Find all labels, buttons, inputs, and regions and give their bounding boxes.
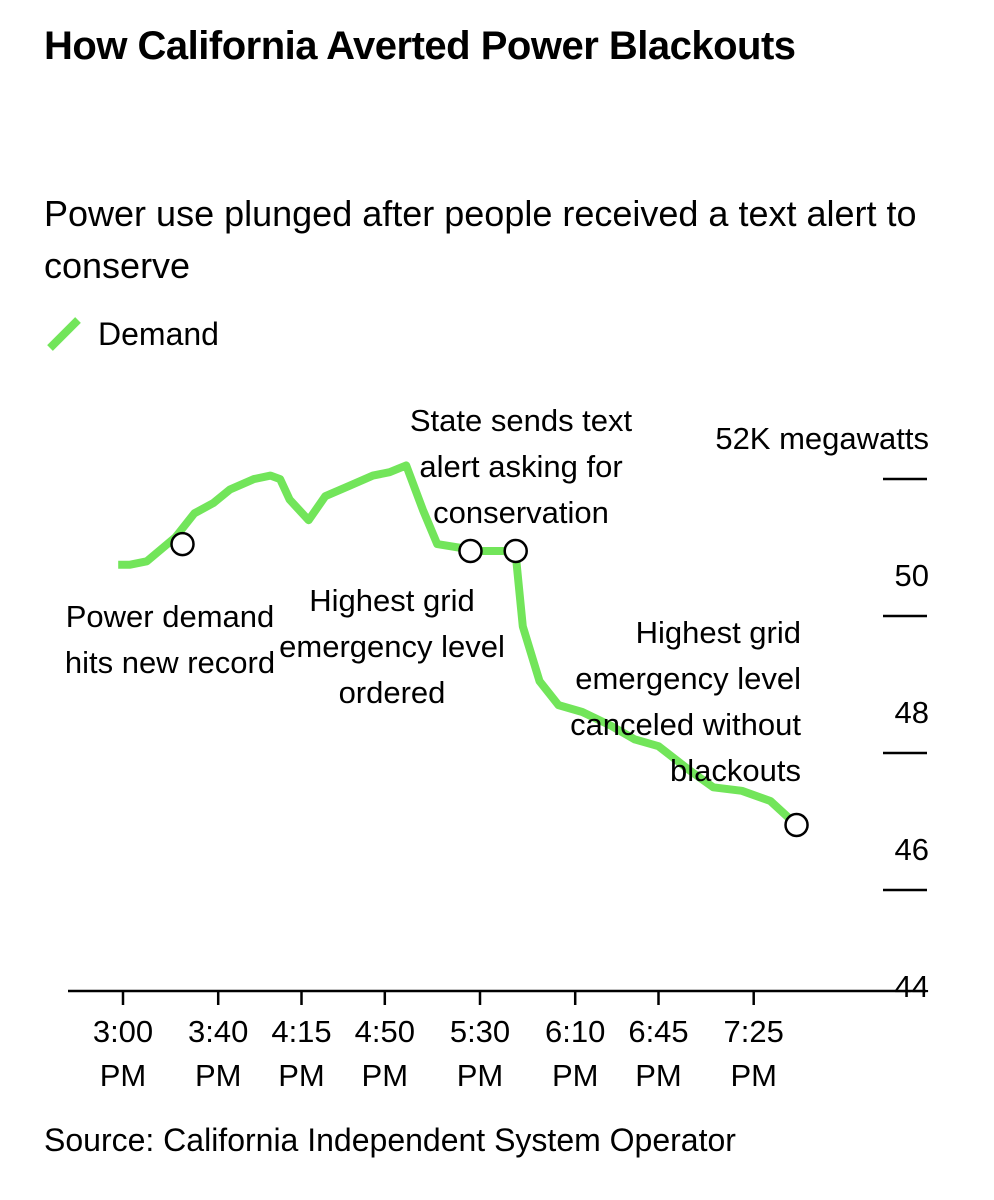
line-chart: 3:00 PM 3:40 PM 4:15 PM 4:50 PM 5:30 PM 6:10 PM 6:45… xyxy=(65,403,929,1093)
x-tick-label-suffix: PM xyxy=(635,1058,682,1093)
event-marker xyxy=(784,812,809,838)
annotation-text: blackouts xyxy=(670,753,801,788)
x-tick-label-suffix: PM xyxy=(730,1058,777,1093)
demand-line xyxy=(118,461,800,828)
x-tick-label-suffix: PM xyxy=(100,1058,147,1093)
chart-subtitle: Power use plunged after people received … xyxy=(44,193,917,286)
event-marker xyxy=(170,531,195,557)
annotation-text: alert asking for xyxy=(419,449,622,484)
annotation-text: State sends text xyxy=(410,403,633,438)
annotation-text: emergency level xyxy=(279,629,505,664)
annotation-text: canceled without xyxy=(570,707,801,742)
x-tick-label: 3:00 xyxy=(93,1014,153,1049)
legend-swatch-demand xyxy=(47,317,81,351)
y-tick-label: 48 xyxy=(895,695,929,730)
annotation-text: emergency level xyxy=(575,661,801,696)
y-tick-label: 46 xyxy=(895,832,929,867)
event-marker xyxy=(458,538,483,564)
x-tick-label: 6:45 xyxy=(628,1014,688,1049)
annotation-text: hits new record xyxy=(65,645,275,680)
x-tick-label-suffix: PM xyxy=(362,1058,409,1093)
x-tick-label: 6:10 xyxy=(545,1014,605,1049)
annotation-text: conservation xyxy=(433,495,609,530)
x-tick-label: 5:30 xyxy=(450,1014,510,1049)
annotation-text: Highest grid xyxy=(636,615,801,650)
annotation-text: Highest grid xyxy=(309,583,474,618)
x-tick-label-suffix: PM xyxy=(457,1058,504,1093)
chart-title: How California Averted Power Blackouts xyxy=(44,24,796,68)
annotation-text: Power demand xyxy=(66,599,275,634)
x-tick-label: 4:50 xyxy=(355,1014,415,1049)
event-marker xyxy=(503,538,528,564)
y-tick-label: 44 xyxy=(895,969,929,1004)
annotation-text: ordered xyxy=(339,675,446,710)
x-tick-label: 7:25 xyxy=(724,1014,784,1049)
legend: Demand xyxy=(44,310,219,358)
x-tick-label-suffix: PM xyxy=(195,1058,242,1093)
source-note: Source: California Independent System Op… xyxy=(44,1122,736,1158)
x-tick-label-suffix: PM xyxy=(278,1058,325,1093)
y-tick-label: 50 xyxy=(895,558,929,593)
x-tick-label: 4:15 xyxy=(271,1014,331,1049)
legend-label-demand: Demand xyxy=(98,315,219,352)
x-tick-label: 3:40 xyxy=(188,1014,248,1049)
x-tick-label-suffix: PM xyxy=(552,1058,599,1093)
y-tick-label: 52K megawatts xyxy=(715,421,929,456)
